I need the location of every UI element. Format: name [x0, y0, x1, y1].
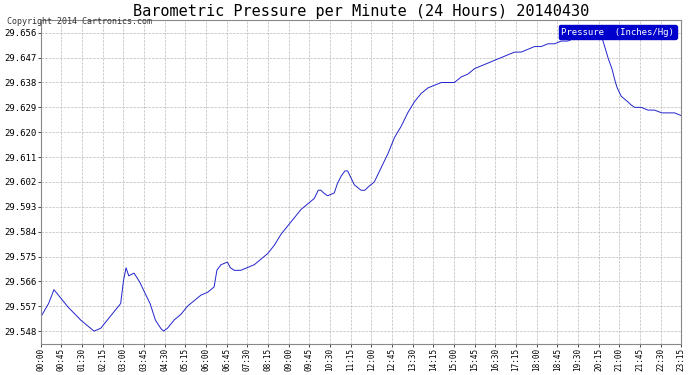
- Title: Barometric Pressure per Minute (24 Hours) 20140430: Barometric Pressure per Minute (24 Hours…: [133, 4, 589, 19]
- Legend: Pressure  (Inches/Hg): Pressure (Inches/Hg): [558, 25, 677, 39]
- Text: Copyright 2014 Cartronics.com: Copyright 2014 Cartronics.com: [7, 17, 152, 26]
